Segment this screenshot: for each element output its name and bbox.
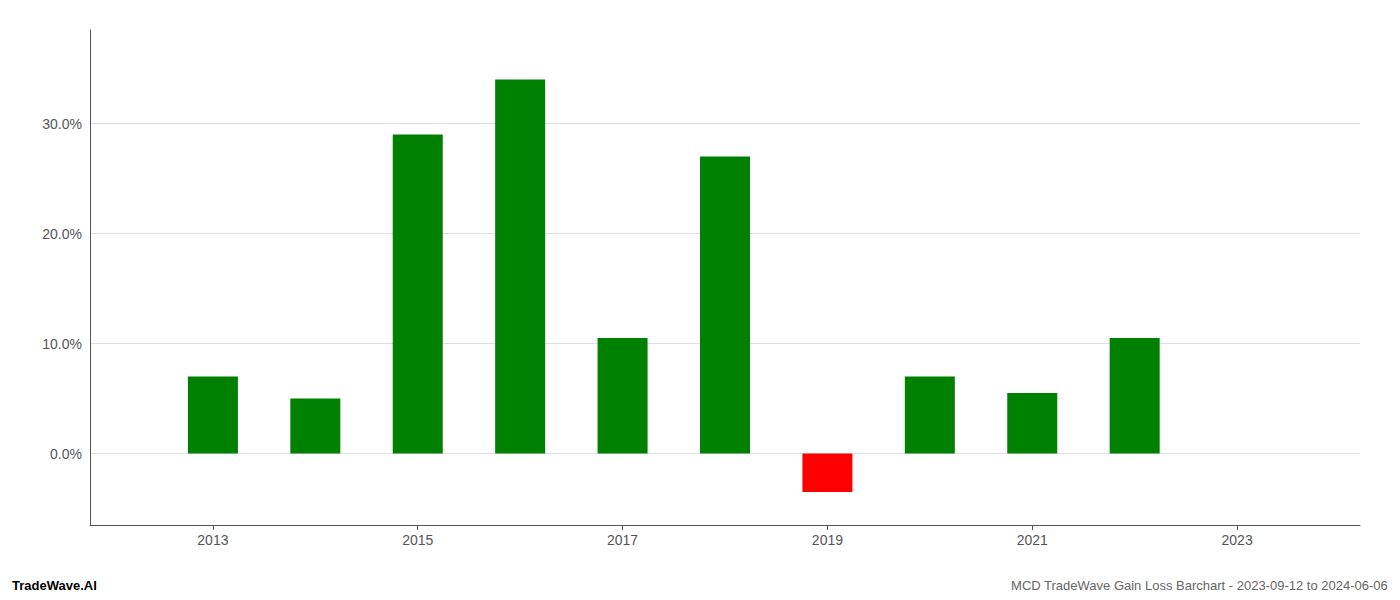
svg-text:2021: 2021 bbox=[1017, 532, 1048, 548]
svg-text:30.0%: 30.0% bbox=[42, 116, 82, 132]
svg-text:2023: 2023 bbox=[1222, 532, 1253, 548]
svg-text:0.0%: 0.0% bbox=[50, 446, 82, 462]
svg-text:2015: 2015 bbox=[402, 532, 433, 548]
svg-text:20.0%: 20.0% bbox=[42, 226, 82, 242]
svg-text:2013: 2013 bbox=[197, 532, 228, 548]
svg-text:MCD TradeWave Gain Loss Barcha: MCD TradeWave Gain Loss Barchart - 2023-… bbox=[1011, 578, 1388, 593]
svg-text:TradeWave.AI: TradeWave.AI bbox=[12, 578, 97, 593]
svg-text:10.0%: 10.0% bbox=[42, 336, 82, 352]
svg-text:2017: 2017 bbox=[607, 532, 638, 548]
svg-text:2019: 2019 bbox=[812, 532, 843, 548]
